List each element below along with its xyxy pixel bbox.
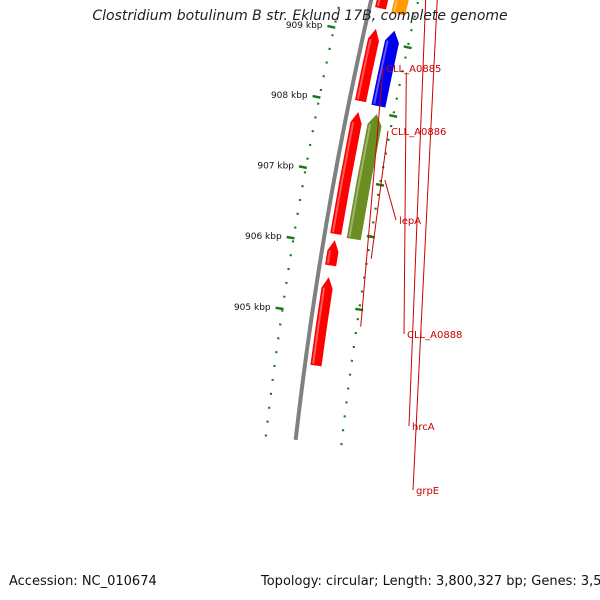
- gene-leader-line: [370, 130, 389, 259]
- gene-leader-line: [384, 179, 397, 221]
- kbp-tick-label: 908 kbp: [271, 91, 308, 101]
- gene-leader-line: [408, 0, 427, 427]
- gene-arrow-cll-a0885: [309, 275, 334, 368]
- gene-leader-line: [403, 72, 407, 335]
- outer-ring-tick: [403, 45, 412, 50]
- kbp-tick: [275, 306, 284, 311]
- kbp-tick-label: 907 kbp: [257, 162, 294, 172]
- kbp-tick-label: 906 kbp: [245, 232, 282, 242]
- gene-arrow: [354, 27, 380, 104]
- genome-summary: Topology: circular; Length: 3,800,327 bp…: [261, 574, 600, 589]
- gene-arrow: [374, 0, 390, 11]
- gene-leader-line: [360, 67, 384, 327]
- gene-highlight: [332, 122, 355, 233]
- gene-arrow: [329, 110, 363, 236]
- kbp-tick: [312, 94, 321, 99]
- gene-arrow-hrca: [390, 0, 410, 17]
- gene-highlight: [377, 0, 381, 7]
- gene-label-grpe: grpE: [416, 486, 439, 497]
- map-title: Clostridium botulinum B str. Eklund 17B,…: [92, 8, 508, 24]
- outer-ring-tick: [375, 182, 385, 187]
- gene-label-hrca: hrcA: [412, 422, 435, 433]
- backbone-arc: [293, 0, 374, 441]
- accession-label: Accession: NC_010674: [9, 574, 157, 589]
- gene-labels: CLL_A0885 CLL_A0886 lepA CLL_A0888 hrcA grpE: [360, 0, 462, 497]
- gene-features: [309, 0, 410, 368]
- kbp-tick: [327, 24, 336, 29]
- gene-label-lepa: lepA: [399, 216, 421, 227]
- gene-highlight: [326, 250, 331, 264]
- gene-highlight: [348, 124, 372, 237]
- gene-highlight: [393, 0, 398, 12]
- gene-arrow-lepa: [345, 112, 383, 242]
- gene-arrow-cll-a0888: [370, 29, 400, 109]
- outer-ring-tick: [389, 113, 398, 118]
- kbp-tick-label: 905 kbp: [234, 303, 271, 313]
- dotted-guide-rings: [264, 0, 420, 446]
- gene-label-cll-a0888: CLL_A0888: [407, 330, 462, 341]
- gene-leader-line: [412, 0, 438, 491]
- gene-label-cll-a0886: CLL_A0886: [391, 127, 446, 138]
- gene-arrow-cll-a0886: [324, 238, 340, 268]
- kbp-tick: [298, 165, 308, 170]
- genome-backbone: [293, 0, 374, 441]
- gene-highlight: [373, 40, 389, 104]
- gene-highlight: [356, 38, 372, 100]
- gene-label-cll-a0885: CLL_A0885: [386, 64, 441, 75]
- kbp-tick-label: 909 kbp: [286, 21, 323, 31]
- kbp-tick: [286, 235, 295, 240]
- gene-highlight: [312, 287, 326, 364]
